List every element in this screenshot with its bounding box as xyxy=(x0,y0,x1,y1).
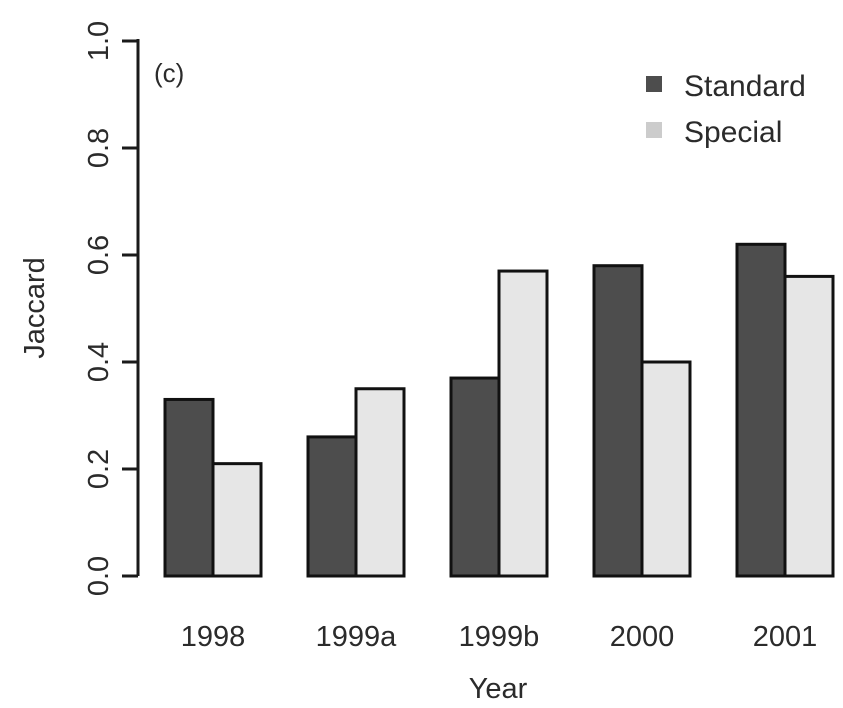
x-tick-label: 2001 xyxy=(753,621,818,653)
x-axis-title: Year xyxy=(469,673,528,705)
legend-swatch-standard xyxy=(646,76,662,92)
y-tick-label: 1.0 xyxy=(83,21,115,61)
bar-special-2000 xyxy=(640,360,692,578)
y-tick-label: 0.6 xyxy=(83,235,115,275)
legend-label-special: Special xyxy=(684,116,782,149)
bars-group xyxy=(163,242,835,578)
bar-special-1999b xyxy=(497,269,549,578)
x-tick-label: 1998 xyxy=(181,621,246,653)
bar-standard-2001 xyxy=(735,242,787,578)
x-axis-tick-labels: 1998 1999a 1999b 2000 2001 xyxy=(181,621,818,653)
x-tick-label: 1999a xyxy=(316,621,398,653)
bar-standard-1998 xyxy=(163,397,215,578)
y-tick-label: 0.2 xyxy=(83,449,115,489)
y-tick-label: 0.0 xyxy=(83,556,115,596)
legend-label-standard: Standard xyxy=(684,70,806,103)
y-axis-title: Jaccard xyxy=(19,257,51,359)
bar-standard-1999a xyxy=(306,435,358,578)
x-tick-label: 1999b xyxy=(459,621,540,653)
legend: Standard Special xyxy=(646,70,806,149)
bar-standard-1999b xyxy=(449,376,501,578)
panel-label: (c) xyxy=(154,58,184,88)
bar-special-2001 xyxy=(783,274,835,578)
y-tick-label: 0.8 xyxy=(83,128,115,168)
bar-special-1999a xyxy=(354,387,406,578)
bar-special-1998 xyxy=(211,462,263,578)
bar-standard-2000 xyxy=(592,264,644,578)
y-axis-ticks: 0.0 0.2 0.4 0.6 0.8 1.0 xyxy=(83,21,138,596)
x-tick-label: 2000 xyxy=(610,621,675,653)
legend-swatch-special xyxy=(646,122,662,138)
y-tick-label: 0.4 xyxy=(83,342,115,382)
